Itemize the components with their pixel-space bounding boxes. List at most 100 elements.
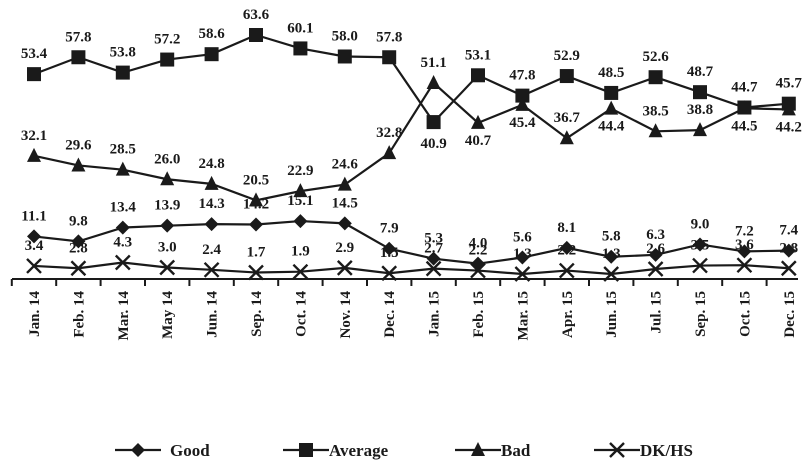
good-marker (604, 249, 619, 264)
dk-hs-marker (603, 266, 620, 282)
average-marker (249, 28, 263, 42)
series-line-good (33, 219, 789, 265)
bad-marker (382, 145, 397, 160)
dk-hs-data-label: 1.7 (247, 244, 266, 260)
good-data-label: 9.0 (691, 216, 710, 232)
bad-marker (249, 192, 263, 207)
good-marker (293, 214, 308, 229)
bad-marker (515, 96, 530, 111)
average-marker (382, 50, 397, 65)
dk-hs-marker (470, 262, 486, 279)
bad-marker (204, 175, 219, 190)
dk-hs-data-label: 2.2 (469, 243, 488, 259)
good-data-label: 9.8 (69, 213, 88, 229)
average-data-label: 53.8 (110, 45, 136, 61)
dk-hs-data-label: 1.3 (602, 246, 621, 262)
dk-hs-marker (70, 260, 87, 277)
legend-item-dk-hs: DK/HS (594, 441, 693, 460)
bad-data-label: 24.8 (198, 156, 224, 172)
average-marker (426, 115, 441, 130)
average-data-label: 40.9 (420, 136, 446, 152)
x-tick-label: Feb. 15 (471, 291, 487, 338)
bad-marker (471, 114, 485, 129)
legend-marker (609, 442, 625, 458)
legend-label: DK/HS (640, 441, 693, 460)
legend-marker (131, 443, 145, 457)
bad-data-label: 44.2 (776, 119, 802, 135)
dk-hs-data-label: 3.0 (158, 239, 177, 255)
legend-label: Good (170, 441, 210, 460)
good-marker (693, 237, 707, 252)
bad-data-label: 40.7 (465, 133, 492, 149)
bad-data-label: 24.6 (332, 157, 359, 173)
good-data-label: 14.2 (243, 197, 269, 213)
bad-marker (693, 122, 707, 137)
series-line-average (33, 33, 789, 124)
dk-hs-data-label: 2.2 (557, 243, 576, 259)
good-marker (426, 251, 441, 266)
dk-hs-data-label: 2.8 (779, 240, 798, 256)
average-marker (471, 68, 485, 83)
average-marker (648, 70, 663, 85)
good-marker (515, 250, 530, 265)
bad-data-label: 44.4 (598, 119, 625, 135)
bad-data-label: 36.7 (554, 110, 581, 126)
good-marker (382, 241, 397, 256)
x-tick-label: Jan. 15 (427, 291, 443, 337)
dk-hs-data-label: 3.6 (735, 237, 754, 253)
x-tick-label: Mar. 14 (116, 291, 132, 341)
dk-hs-data-label: 2.6 (646, 241, 665, 257)
x-tick-label: Dec. 15 (782, 291, 798, 338)
bad-marker (160, 171, 175, 186)
dk-hs-marker (381, 265, 398, 282)
bad-data-label: 32.1 (21, 128, 47, 144)
average-data-label: 63.6 (243, 7, 270, 23)
dk-hs-marker (336, 260, 353, 276)
series-line-dk-hs (33, 261, 789, 276)
dk-hs-marker (692, 257, 708, 274)
dk-hs-marker (780, 260, 797, 277)
average-marker (160, 52, 175, 67)
x-tick-label: May 14 (160, 291, 176, 339)
legend-item-good: Good (115, 441, 210, 460)
average-marker (71, 50, 86, 65)
x-tick-label: Oct. 14 (293, 291, 309, 337)
x-tick-label: Jan. 14 (27, 291, 43, 337)
good-marker (781, 243, 796, 258)
dk-hs-marker (26, 258, 42, 274)
average-data-label: 53.1 (465, 47, 491, 63)
legend-item-average: Average (283, 441, 389, 460)
bad-marker (27, 147, 41, 162)
good-data-label: 14.3 (198, 196, 224, 212)
average-data-label: 57.8 (65, 29, 91, 45)
x-tick-label: Dec. 14 (382, 291, 398, 338)
average-marker (515, 88, 530, 103)
x-tick-label: Apr. 15 (560, 291, 576, 338)
good-data-label: 7.2 (735, 223, 754, 239)
average-data-label: 57.2 (154, 32, 180, 48)
dk-hs-marker (514, 266, 531, 282)
dk-hs-data-label: 2.7 (424, 241, 443, 257)
legend-marker (471, 442, 485, 456)
good-data-label: 15.1 (287, 193, 313, 209)
bad-marker (559, 130, 574, 145)
legend: Good Average Bad DK/HS (115, 441, 693, 460)
x-tick-label: Sep. 14 (249, 291, 265, 337)
good-marker (471, 256, 485, 271)
bad-data-label: 29.6 (65, 137, 92, 153)
bad-data-label: 45.4 (509, 115, 536, 131)
series-line-bad (33, 81, 789, 202)
good-marker (115, 220, 130, 235)
good-data-label: 13.4 (110, 200, 137, 216)
good-marker (559, 240, 574, 255)
dk-hs-marker (292, 263, 309, 280)
dk-hs-marker (647, 261, 664, 277)
dk-hs-marker (203, 261, 220, 278)
average-data-label: 52.6 (642, 49, 669, 65)
average-data-label: 52.9 (554, 48, 580, 64)
dk-hs-data-label: 1.9 (291, 244, 310, 260)
bad-marker (115, 161, 130, 176)
good-data-label: 14.5 (332, 195, 358, 211)
